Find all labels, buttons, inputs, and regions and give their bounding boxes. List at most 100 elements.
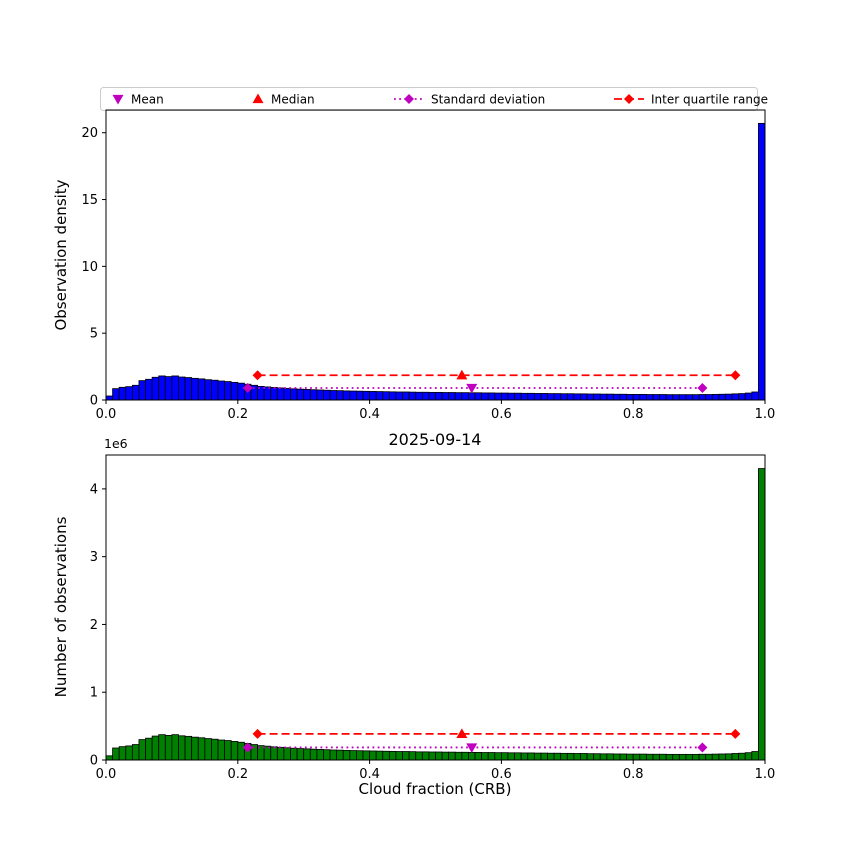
- histogram-bar: [744, 752, 753, 761]
- histogram-bar: [454, 392, 463, 401]
- x-tick-label: 0.2: [227, 407, 248, 422]
- median-marker: [456, 369, 468, 380]
- histogram-bar: [454, 751, 463, 761]
- x-tick-label: 0.8: [623, 407, 644, 422]
- histogram-bar: [131, 384, 140, 401]
- histogram-bar: [692, 394, 700, 401]
- y-tick-label: 2: [90, 618, 98, 633]
- histogram-bar: [698, 753, 707, 761]
- y-tick-label: 1: [90, 686, 98, 701]
- y-tick-label: 4: [90, 482, 98, 497]
- histogram-bar: [468, 392, 476, 401]
- chart-title-date: 2025-09-14: [389, 430, 482, 449]
- histogram-bar: [421, 751, 430, 761]
- legend-diamond-marker-icon: [404, 94, 414, 104]
- histogram-bar: [316, 389, 324, 401]
- histogram-bar: [566, 752, 575, 761]
- histogram-bar: [659, 753, 667, 761]
- histogram-bar: [118, 746, 127, 761]
- iqr-range-marker-left: [252, 370, 263, 381]
- histogram-bar: [533, 393, 542, 401]
- histogram-bar: [514, 392, 522, 401]
- histogram-bar: [105, 755, 113, 761]
- histogram-bar: [613, 393, 621, 401]
- legend-mean-marker-icon: [112, 94, 124, 105]
- histogram-bar: [619, 393, 628, 401]
- histogram-bar: [191, 736, 199, 761]
- histogram-bar: [211, 379, 219, 401]
- histogram-bar: [224, 740, 232, 761]
- histogram-bar: [474, 752, 483, 761]
- histogram-bar: [586, 753, 595, 761]
- histogram-bar: [731, 753, 740, 761]
- legend-diamond-marker-icon: [624, 94, 634, 104]
- x-tick-label: 1.0: [755, 767, 776, 782]
- histogram-bar: [481, 752, 489, 761]
- histogram-bar: [593, 753, 601, 761]
- histogram-bar: [309, 389, 318, 401]
- histogram-bar: [613, 753, 621, 761]
- x-tick-label: 0.2: [227, 767, 248, 782]
- histogram-bar: [461, 751, 469, 761]
- histogram-bar: [303, 748, 311, 761]
- std-range-marker-left: [242, 382, 253, 393]
- std-range-marker-right: [697, 382, 708, 393]
- histogram-bar: [112, 747, 120, 761]
- histogram-bar: [698, 394, 707, 401]
- histogram-bar: [678, 753, 687, 761]
- histogram-bars: [105, 122, 766, 401]
- x-tick-label: 1.0: [755, 407, 776, 422]
- legend-median-marker-icon: [252, 93, 264, 104]
- histogram-bar: [738, 752, 746, 761]
- histogram-bar: [665, 753, 674, 761]
- histogram-bar: [356, 390, 364, 401]
- histogram-bar: [421, 391, 430, 401]
- histogram-bar: [296, 388, 305, 401]
- histogram-bar: [296, 748, 305, 761]
- x-tick-label: 0.8: [623, 767, 644, 782]
- histogram-bar: [145, 378, 153, 401]
- histogram-bar: [118, 386, 127, 401]
- histogram-bar: [494, 392, 502, 401]
- legend-label-inter-quartile-range: Inter quartile range: [651, 93, 768, 107]
- histogram-bar: [580, 393, 588, 401]
- histogram-bar: [388, 750, 397, 761]
- histogram-bar: [342, 390, 351, 401]
- legend-label-standard-deviation: Standard deviation: [431, 93, 545, 107]
- histogram-bar: [652, 394, 660, 401]
- histogram-bar: [672, 394, 680, 401]
- histogram-bar: [441, 392, 450, 401]
- histogram-bar: [178, 735, 186, 761]
- histogram-bar: [237, 382, 245, 401]
- histogram-bar: [197, 737, 206, 761]
- histogram-bar: [151, 735, 160, 761]
- y-tick-label: 5: [90, 327, 98, 342]
- histogram-bar: [303, 389, 311, 401]
- histogram-bar: [408, 751, 417, 761]
- iqr-range-marker-right: [730, 370, 741, 381]
- histogram-bar: [369, 750, 377, 761]
- histogram-bar: [685, 753, 693, 761]
- histogram-bar: [428, 751, 436, 761]
- histogram-bar: [204, 738, 212, 761]
- axes-spine: [105, 109, 766, 401]
- histogram-bar: [388, 391, 397, 401]
- histogram-bar: [112, 388, 120, 401]
- histogram-bar: [448, 751, 456, 761]
- histogram-bar: [705, 753, 713, 761]
- histogram-bar: [402, 751, 410, 761]
- histogram-bar: [560, 752, 568, 761]
- top-y-axis-label: Observation density: [52, 179, 70, 330]
- histogram-bar: [171, 375, 179, 401]
- histogram-bar: [692, 753, 700, 761]
- histogram-bar: [632, 393, 641, 401]
- y-tick-label: 0: [90, 394, 98, 409]
- histogram-bar: [553, 752, 562, 761]
- histogram-bar: [362, 390, 371, 401]
- histogram-bar: [520, 752, 529, 761]
- histogram-bar: [560, 393, 568, 401]
- histogram-bar: [481, 392, 489, 401]
- histogram-bar: [415, 391, 423, 401]
- mean-marker: [466, 383, 478, 394]
- y-tick-label: 10: [81, 260, 98, 275]
